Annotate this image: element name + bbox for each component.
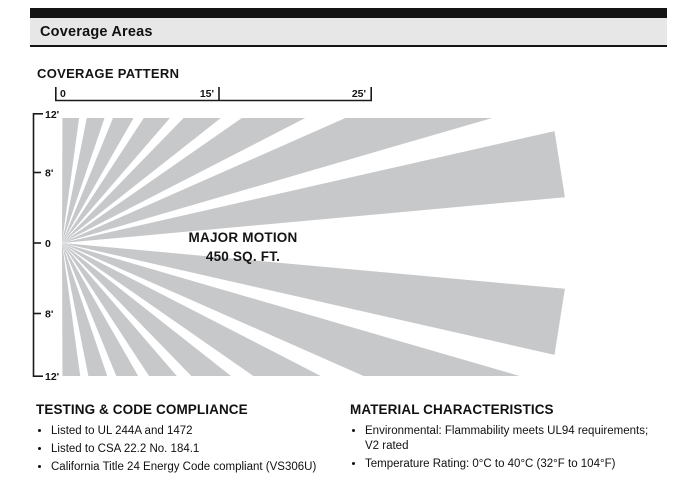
coverage-beam <box>62 118 134 243</box>
top-axis-label-25: 25' <box>352 88 366 100</box>
left-axis-label-0: 0 <box>45 238 51 250</box>
coverage-beam <box>62 118 221 243</box>
list-item: Listed to CSA 22.2 No. 184.1 <box>51 442 348 457</box>
coverage-beam <box>62 131 565 243</box>
coverage-beam <box>62 243 520 376</box>
coverage-beam <box>62 243 232 376</box>
coverage-beam <box>62 118 80 243</box>
section-header-band: Coverage Areas <box>30 18 667 47</box>
top-axis-label-0: 0 <box>60 88 66 100</box>
coverage-beam <box>62 118 170 243</box>
top-axis <box>54 87 373 102</box>
list-item: Environmental: Flammability meets UL94 r… <box>365 424 650 454</box>
material-characteristics-list: Environmental: Flammability meets UL94 r… <box>365 424 650 472</box>
material-characteristics-section: MATERIAL CHARACTERISTICS Environmental: … <box>350 402 650 475</box>
fan-beams <box>62 118 565 376</box>
list-item: Listed to UL 244A and 1472 <box>51 424 348 439</box>
left-axis-label-12-bottom: 12' <box>45 371 59 383</box>
coverage-beam <box>62 243 81 376</box>
left-axis-label-8-top: 8' <box>45 168 53 180</box>
testing-compliance-title: TESTING & CODE COMPLIANCE <box>36 402 248 417</box>
coverage-beam <box>62 243 565 355</box>
top-black-bar <box>30 8 667 18</box>
coverage-beam <box>62 243 139 376</box>
coverage-beam <box>62 243 321 376</box>
coverage-area-label: 450 SQ. FT. <box>206 249 280 264</box>
coverage-beam <box>62 243 108 376</box>
section-title: Coverage Areas <box>40 23 153 40</box>
testing-compliance-section: TESTING & CODE COMPLIANCE Listed to UL 2… <box>36 402 348 478</box>
coverage-beam <box>62 118 493 243</box>
coverage-beam <box>62 118 105 243</box>
list-item: Temperature Rating: 0°C to 40°C (32°F to… <box>365 457 650 472</box>
list-item: California Title 24 Energy Code complian… <box>51 460 348 475</box>
material-characteristics-title: MATERIAL CHARACTERISTICS <box>350 402 554 417</box>
left-axis <box>32 113 43 378</box>
top-axis-label-15: 15' <box>200 88 214 100</box>
coverage-pattern-title: COVERAGE PATTERN <box>37 66 180 81</box>
testing-compliance-list: Listed to UL 244A and 1472 Listed to CSA… <box>51 424 348 475</box>
left-axis-label-12-top: 12' <box>45 109 59 121</box>
major-motion-label: MAJOR MOTION <box>189 230 298 245</box>
coverage-beam <box>62 118 306 243</box>
coverage-beam <box>62 243 177 376</box>
left-axis-label-8-bottom: 8' <box>45 309 53 321</box>
